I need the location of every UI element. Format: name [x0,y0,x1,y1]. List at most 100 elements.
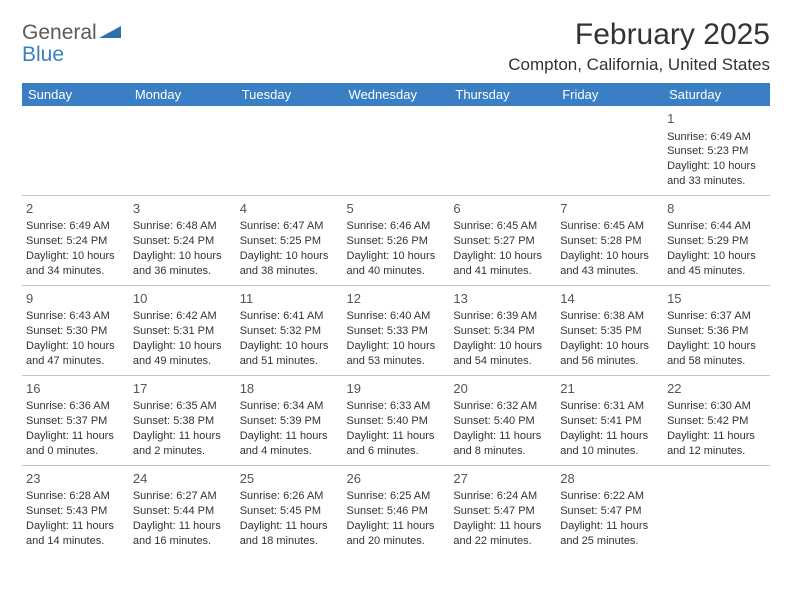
day-number: 13 [453,290,552,308]
empty-cell [129,106,236,195]
daylight-line: Daylight: 10 hours [347,339,446,354]
day-number: 26 [347,470,446,488]
day-number: 1 [667,110,766,128]
sunrise-line: Sunrise: 6:25 AM [347,489,446,504]
daylight-line: Daylight: 10 hours [453,249,552,264]
sunrise-line: Sunrise: 6:45 AM [560,219,659,234]
daylight-line: and 43 minutes. [560,264,659,279]
sunset-line: Sunset: 5:43 PM [26,504,125,519]
day-number: 19 [347,380,446,398]
daylight-line: Daylight: 11 hours [453,429,552,444]
sunrise-line: Sunrise: 6:49 AM [26,219,125,234]
weekday-header: Thursday [449,83,556,106]
day-number: 23 [26,470,125,488]
daylight-line: and 41 minutes. [453,264,552,279]
day-number: 8 [667,200,766,218]
sunset-line: Sunset: 5:39 PM [240,414,339,429]
sunrise-line: Sunrise: 6:31 AM [560,399,659,414]
calendar-week-row: 9Sunrise: 6:43 AMSunset: 5:30 PMDaylight… [22,285,770,375]
weekday-header: Wednesday [343,83,450,106]
day-number: 25 [240,470,339,488]
sunset-line: Sunset: 5:35 PM [560,324,659,339]
daylight-line: and 51 minutes. [240,354,339,369]
sunset-line: Sunset: 5:38 PM [133,414,232,429]
daylight-line: Daylight: 10 hours [26,339,125,354]
sunset-line: Sunset: 5:45 PM [240,504,339,519]
daylight-line: and 36 minutes. [133,264,232,279]
day-cell: 11Sunrise: 6:41 AMSunset: 5:32 PMDayligh… [236,285,343,375]
sunrise-line: Sunrise: 6:28 AM [26,489,125,504]
day-cell: 1 Sunrise: 6:49 AMSunset: 5:23 PMDaylight… [663,106,770,195]
empty-cell [343,106,450,195]
sunrise-line: Sunrise: 6:39 AM [453,309,552,324]
calendar-week-row: 2Sunrise: 6:49 AMSunset: 5:24 PMDaylight… [22,195,770,285]
logo-triangle-icon [99,22,121,43]
sunset-line: Sunset: 5:40 PM [453,414,552,429]
daylight-line: and 2 minutes. [133,444,232,459]
weekday-header: Sunday [22,83,129,106]
daylight-line: and 56 minutes. [560,354,659,369]
daylight-line: and 47 minutes. [26,354,125,369]
sunrise-line: Sunrise: 6:35 AM [133,399,232,414]
logo-text-blue: Blue [22,43,64,66]
day-cell: 4Sunrise: 6:47 AMSunset: 5:25 PMDaylight… [236,195,343,285]
daylight-line: Daylight: 11 hours [26,519,125,534]
sunrise-line: Sunrise: 6:48 AM [133,219,232,234]
day-cell: 10Sunrise: 6:42 AMSunset: 5:31 PMDayligh… [129,285,236,375]
daylight-line: Daylight: 11 hours [133,429,232,444]
page: General Blue February 2025 Compton, Cali… [0,0,792,555]
sunset-line: Sunset: 5:27 PM [453,234,552,249]
sunrise-line: Sunrise: 6:47 AM [240,219,339,234]
daylight-line: Daylight: 11 hours [347,429,446,444]
daylight-line: and 25 minutes. [560,534,659,549]
sunrise-line: Sunrise: 6:30 AM [667,399,766,414]
sunset-line: Sunset: 5:32 PM [240,324,339,339]
daylight-line: and 54 minutes. [453,354,552,369]
empty-cell [449,106,556,195]
sunrise-line: Sunrise: 6:45 AM [453,219,552,234]
daylight-line: Daylight: 10 hours [560,249,659,264]
daylight-line: and 40 minutes. [347,264,446,279]
daylight-line: and 16 minutes. [133,534,232,549]
sunset-line: Sunset: 5:42 PM [667,414,766,429]
sunset-line: Sunset: 5:34 PM [453,324,552,339]
day-cell: 5Sunrise: 6:46 AMSunset: 5:26 PMDaylight… [343,195,450,285]
daylight-line: and 58 minutes. [667,354,766,369]
day-cell: 25Sunrise: 6:26 AMSunset: 5:45 PMDayligh… [236,465,343,554]
daylight-line: Daylight: 10 hours [667,159,766,174]
sunrise-line: Sunrise: 6:49 AM [667,130,766,145]
day-cell: 23Sunrise: 6:28 AMSunset: 5:43 PMDayligh… [22,465,129,554]
daylight-line: and 18 minutes. [240,534,339,549]
day-number: 4 [240,200,339,218]
day-number: 5 [347,200,446,218]
sunset-line: Sunset: 5:31 PM [133,324,232,339]
day-number: 28 [560,470,659,488]
location-text: Compton, California, United States [508,55,770,75]
sunset-line: Sunset: 5:44 PM [133,504,232,519]
day-cell: 28Sunrise: 6:22 AMSunset: 5:47 PMDayligh… [556,465,663,554]
day-number: 21 [560,380,659,398]
sunrise-line: Sunrise: 6:44 AM [667,219,766,234]
empty-cell [556,106,663,195]
sunset-line: Sunset: 5:33 PM [347,324,446,339]
sunset-line: Sunset: 5:40 PM [347,414,446,429]
day-number: 20 [453,380,552,398]
sunrise-line: Sunrise: 6:32 AM [453,399,552,414]
sunset-line: Sunset: 5:23 PM [667,144,766,159]
day-cell: 17Sunrise: 6:35 AMSunset: 5:38 PMDayligh… [129,375,236,465]
daylight-line: and 12 minutes. [667,444,766,459]
sunset-line: Sunset: 5:30 PM [26,324,125,339]
daylight-line: Daylight: 11 hours [240,429,339,444]
day-cell: 19Sunrise: 6:33 AMSunset: 5:40 PMDayligh… [343,375,450,465]
daylight-line: and 38 minutes. [240,264,339,279]
sunrise-line: Sunrise: 6:40 AM [347,309,446,324]
daylight-line: Daylight: 11 hours [667,429,766,444]
day-cell: 26Sunrise: 6:25 AMSunset: 5:46 PMDayligh… [343,465,450,554]
daylight-line: and 20 minutes. [347,534,446,549]
daylight-line: Daylight: 10 hours [133,249,232,264]
day-cell: 2Sunrise: 6:49 AMSunset: 5:24 PMDaylight… [22,195,129,285]
weekday-header: Monday [129,83,236,106]
sunset-line: Sunset: 5:37 PM [26,414,125,429]
daylight-line: Daylight: 10 hours [667,249,766,264]
day-cell: 15Sunrise: 6:37 AMSunset: 5:36 PMDayligh… [663,285,770,375]
